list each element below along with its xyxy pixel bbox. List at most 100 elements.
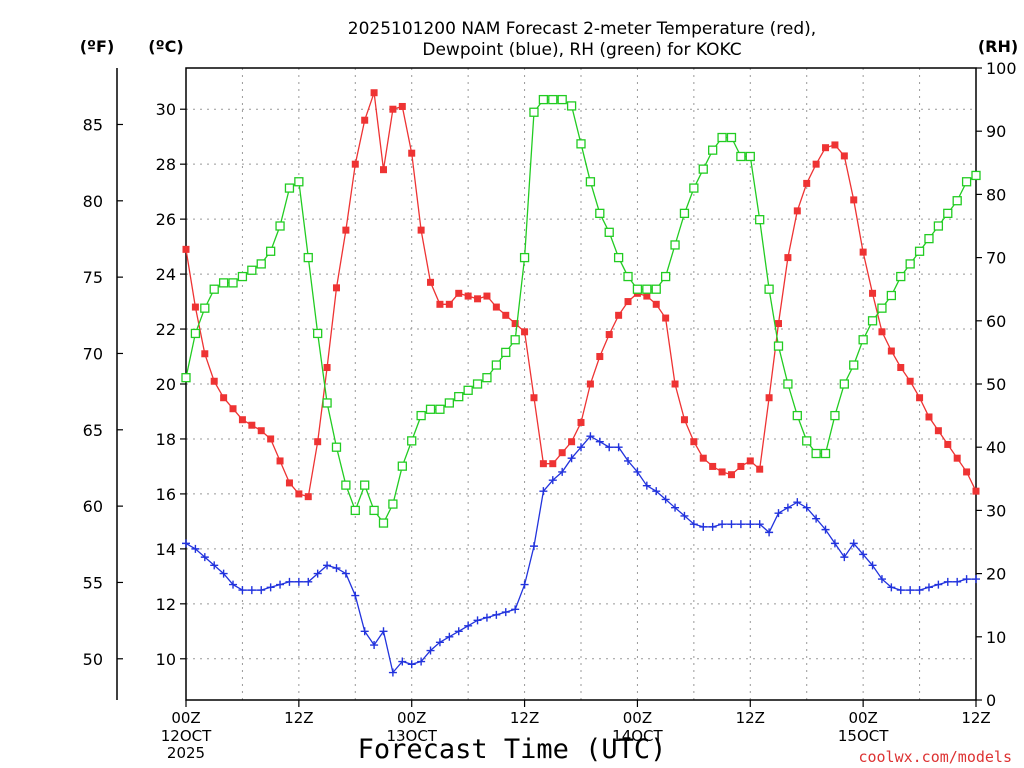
temperature-point (483, 292, 491, 300)
rh-point (811, 448, 821, 459)
celsius-tick-label: 14 (156, 540, 176, 559)
celsius-tick-label: 12 (156, 595, 176, 614)
rh-point (407, 436, 417, 446)
dewpoint-point (445, 632, 454, 641)
temperature-point (925, 413, 933, 421)
dewpoint-point (229, 580, 238, 589)
fahrenheit-unit-label: (ºF) (80, 37, 115, 56)
dewpoint-point (332, 564, 341, 573)
rh-point (256, 259, 266, 269)
temperature-point (822, 144, 830, 152)
dewpoint-point (689, 520, 698, 529)
rh-point (181, 373, 191, 383)
temperature-point (690, 438, 698, 446)
rh-point (378, 518, 389, 528)
rh-point (538, 94, 549, 105)
temperature-point (577, 418, 585, 426)
rh-unit-label: (RH) (978, 37, 1018, 56)
dewpoint-point (962, 575, 971, 584)
rh-point (585, 177, 596, 187)
grid-lines (186, 68, 976, 700)
temperature-point (417, 226, 425, 234)
rh-point (914, 246, 925, 256)
dewpoint-point (783, 503, 792, 512)
chart-title-line-1: 2025101200 NAM Forecast 2-meter Temperat… (348, 19, 816, 39)
temperature-point (859, 248, 867, 256)
temperature-point (361, 116, 369, 124)
temperature-point (201, 350, 209, 358)
temperature-point (314, 438, 322, 446)
temperature-point (793, 207, 801, 215)
rh-point (933, 221, 944, 231)
temperature-point (182, 245, 190, 253)
dewpoint-point (746, 520, 755, 529)
rh-point (209, 284, 219, 294)
rh-point (717, 132, 727, 143)
temperature-point (285, 479, 293, 487)
temperature-point (624, 298, 632, 306)
temperature-point (380, 166, 387, 174)
temperature-point (427, 278, 435, 286)
dewpoint-point (370, 641, 379, 650)
temperature-point (850, 196, 858, 204)
dewpoint-point (492, 610, 501, 619)
temperature-point (455, 289, 463, 297)
temperature-point (521, 328, 529, 336)
temperature-point (972, 487, 980, 495)
celsius-tick-label: 24 (156, 265, 176, 284)
dewpoint-point (567, 454, 576, 463)
rh-point (510, 335, 520, 345)
dewpoint-point (247, 586, 256, 595)
chart-title-line-2: Dewpoint (blue), RH (green) for KOKC (422, 40, 741, 60)
dewpoint-point (924, 583, 933, 592)
dewpoint-point (426, 646, 435, 655)
temperature-point (756, 465, 764, 473)
dewpoint-point (736, 520, 745, 529)
rh-point (604, 227, 614, 237)
temperature-point (652, 300, 660, 308)
temperature-point (746, 457, 754, 465)
dewpoint-point (558, 467, 567, 476)
dewpoint-point (379, 627, 388, 636)
dewpoint-point (285, 577, 294, 586)
dewpoint-point (182, 539, 190, 548)
dewpoint-point (972, 575, 980, 584)
dewpoint-point (473, 616, 482, 625)
temperature-series (182, 89, 980, 501)
rh-point (463, 385, 473, 395)
rh-point (275, 221, 285, 231)
time-tick-label: 00Z (397, 709, 426, 727)
dewpoint-point (417, 657, 426, 666)
rh-point (867, 316, 878, 326)
temperature-point (709, 462, 717, 470)
dewpoint-series (182, 432, 980, 677)
dewpoint-point (238, 586, 247, 595)
temperature-point (699, 454, 707, 462)
rh-point (237, 271, 248, 282)
temperature-point (840, 152, 848, 160)
rh-point (755, 215, 765, 225)
rh-point (444, 398, 454, 408)
rh-point (284, 183, 295, 193)
temperature-point (869, 289, 877, 297)
rh-tick-label: 60 (986, 312, 1006, 331)
dewpoint-point (765, 528, 774, 537)
temperature-point (408, 149, 416, 157)
dewpoint-point (529, 542, 538, 551)
temperature-point (803, 179, 811, 187)
rh-line (185, 98, 977, 525)
dewpoint-point (266, 583, 275, 592)
dewpoint-point (464, 621, 473, 630)
rh-point (501, 347, 511, 358)
rh-point (416, 410, 426, 421)
dewpoint-point (191, 544, 200, 553)
rh-point (294, 177, 304, 187)
rh-tick-label: 30 (986, 501, 1006, 520)
temperature-point (351, 160, 359, 168)
dewpoint-point (652, 487, 661, 496)
dewpoint-point (548, 476, 557, 485)
date-tick-label: 12OCT (161, 727, 212, 745)
rh-axis: 0 10 20 30 40 50 60 70 80 90 100 (976, 59, 1017, 710)
dewpoint-point (614, 443, 623, 452)
